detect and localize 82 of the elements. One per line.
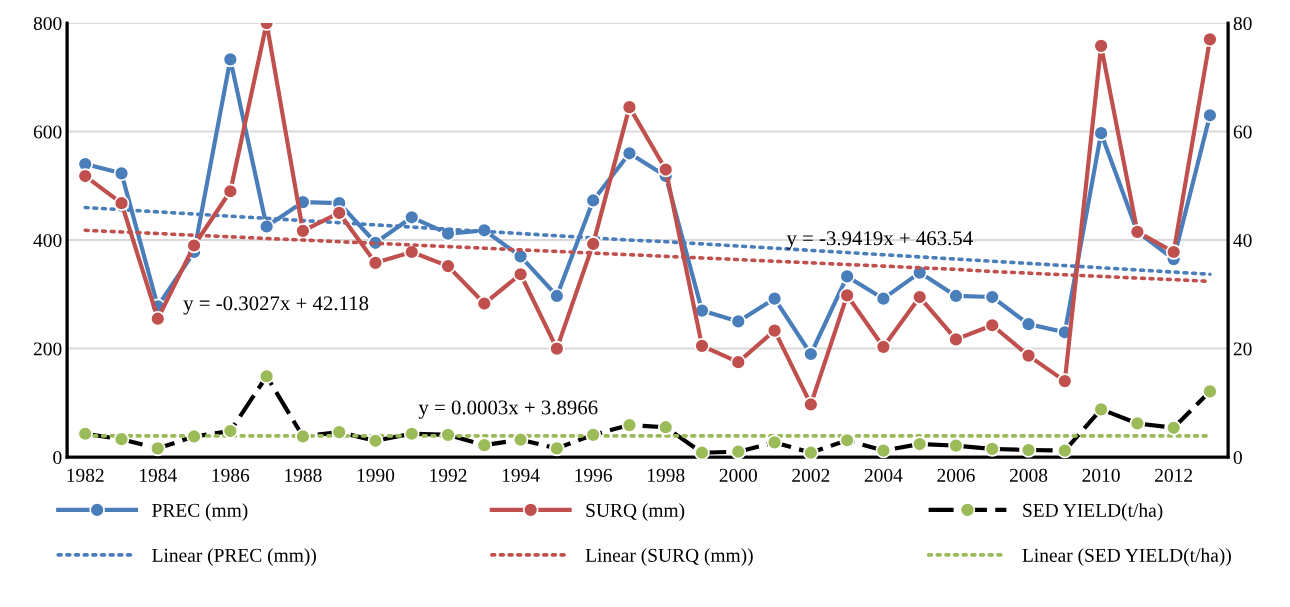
point (585, 192, 601, 209)
point (512, 266, 529, 283)
annotation: y = -0.3027x + 42.118 (183, 296, 369, 315)
x-tick-label: 1998 (647, 468, 685, 482)
point (1202, 31, 1218, 48)
point (621, 99, 638, 115)
x-tick-label: 1986 (212, 468, 250, 482)
x-tick-label: 1994 (502, 468, 540, 482)
x-tick-label: 2008 (1009, 468, 1048, 482)
point (1202, 107, 1218, 124)
point (222, 51, 239, 68)
point (331, 205, 347, 221)
point (839, 268, 855, 285)
point (730, 354, 747, 370)
legend-label: SED YIELD(t/ha) (1023, 503, 1163, 521)
y-tick-label: 800 (33, 16, 62, 30)
x-tick-label: 1982 (67, 468, 104, 482)
x-tick-label: 2002 (792, 468, 830, 482)
point (621, 145, 638, 162)
x-tick-label: 1990 (357, 468, 395, 482)
legend-label: SURQ (mm) (586, 503, 685, 521)
point (1165, 244, 1182, 260)
point (948, 331, 964, 348)
y-tick-label: 0 (53, 450, 62, 465)
legend-label: Linear (SED YIELD(t/ha)) (1022, 548, 1231, 566)
point (403, 209, 420, 226)
y2-tick-label: 0 (1233, 450, 1242, 465)
point (113, 195, 130, 211)
point (77, 168, 94, 184)
annotation: y = 0.0003x + 3.8966 (418, 400, 598, 419)
x-tick-label: 2004 (864, 468, 903, 482)
legend-label: Linear (SURQ (mm)) (585, 548, 753, 566)
point (549, 288, 565, 304)
point (730, 313, 747, 330)
x-tick-label: 1992 (430, 468, 467, 482)
point (1093, 125, 1109, 141)
point (984, 317, 1001, 334)
point (295, 223, 311, 239)
point (476, 295, 493, 312)
x-tick-label: 2006 (937, 468, 975, 482)
x-tick-label: 1984 (140, 468, 177, 482)
point (113, 165, 130, 182)
point (875, 290, 892, 307)
point (911, 289, 928, 305)
point (694, 338, 710, 354)
point (875, 339, 892, 355)
y-tick-label: 600 (33, 125, 62, 139)
y2-tick-label: 60 (1233, 125, 1252, 139)
x-tick-label: 1988 (285, 468, 322, 482)
point (1093, 38, 1109, 54)
x-tick-label: 1996 (575, 468, 613, 482)
point (839, 287, 855, 304)
x-tick-label: 2012 (1155, 468, 1193, 482)
point (657, 161, 674, 178)
point (1020, 316, 1037, 332)
point (258, 218, 275, 235)
point (403, 244, 420, 260)
point (948, 288, 964, 304)
point (766, 322, 783, 339)
point (186, 237, 202, 254)
point (803, 396, 819, 413)
point (1057, 373, 1073, 389)
y2-tick-label: 40 (1233, 233, 1252, 248)
point (803, 346, 819, 362)
point (1020, 347, 1037, 364)
point (585, 236, 601, 252)
point (367, 255, 384, 271)
point (984, 289, 1001, 305)
annotation: y = -3.9419x + 463.54 (786, 231, 973, 250)
legend-label: PREC (mm) (152, 503, 248, 521)
point (222, 183, 239, 200)
y-tick-label: 200 (33, 342, 62, 356)
point (549, 340, 565, 357)
y2-tick-label: 80 (1233, 16, 1252, 30)
point (440, 258, 456, 274)
point (766, 290, 783, 307)
point (150, 310, 166, 327)
x-tick-label: 2000 (719, 468, 757, 482)
y-tick-label: 400 (33, 233, 62, 248)
y2-tick-label: 20 (1233, 342, 1252, 356)
legend-label: Linear (PREC (mm)) (152, 548, 316, 566)
x-tick-label: 2010 (1082, 468, 1120, 482)
